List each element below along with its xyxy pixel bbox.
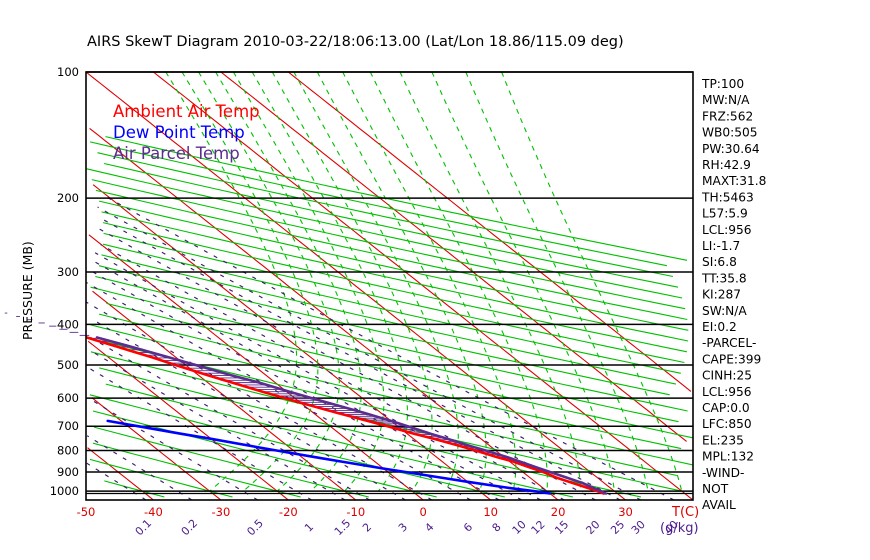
index-item: SI:6.8	[702, 255, 737, 269]
temp-bottom-tick: -30	[211, 505, 230, 519]
index-item: CINH:25	[702, 369, 752, 383]
pressure-tick: 700	[57, 419, 79, 433]
index-item: LI:-1.7	[702, 239, 740, 253]
pressure-tick: 900	[57, 465, 79, 479]
index-item: -WIND-	[702, 466, 744, 480]
temp-bottom-tick: 20	[551, 505, 566, 519]
index-item: NOT	[702, 482, 729, 496]
pressure-tick: 600	[57, 391, 79, 405]
index-item: MPL:132	[702, 450, 754, 464]
index-item: MW:N/A	[702, 93, 750, 107]
index-item: EL:235	[702, 433, 744, 447]
temp-bottom-tick: -10	[346, 505, 365, 519]
index-item: TH:5463	[701, 190, 754, 204]
temp-bottom-tick: -20	[279, 505, 298, 519]
sounding-curve-layer	[85, 336, 608, 495]
pressure-tick: 1000	[50, 484, 79, 498]
index-item: SW:N/A	[702, 304, 747, 318]
pressure-axis-label: PRESSURE (MB)	[20, 241, 35, 340]
index-item: CAP:0.0	[702, 401, 750, 415]
legend-item-2: Air Parcel Temp	[113, 144, 240, 163]
pressure-tick: 800	[57, 444, 79, 458]
pressure-tick: 500	[57, 358, 79, 372]
pressure-tick-labels: 100 200 300 400 500 600 700 800 900 1000	[50, 65, 79, 498]
temp-bottom-tick: -50	[77, 505, 96, 519]
temperature-bottom-tick-labels: -50 -40 -30 -20 -10 0 10 20 30	[77, 505, 633, 519]
pressure-tick: 400	[57, 317, 79, 331]
pressure-tick: 300	[57, 265, 79, 279]
index-item: MAXT:31.8	[702, 174, 766, 188]
legend-item-1: Dew Point Temp	[113, 123, 245, 142]
temp-bottom-tick: 30	[618, 505, 633, 519]
plot-frame	[85, 71, 694, 501]
index-item: FRZ:562	[702, 109, 753, 123]
index-item: LCL:956	[702, 385, 751, 399]
index-item: KI:287	[702, 288, 741, 302]
index-item: RH:42.9	[702, 158, 751, 172]
index-item: PW:30.64	[702, 142, 760, 156]
index-item: AVAIL	[702, 498, 736, 512]
index-item: EI:0.2	[702, 320, 737, 334]
temp-bottom-tick: 10	[483, 505, 498, 519]
index-item: LCL:956	[702, 223, 751, 237]
indices-panel: TP:100 MW:N/A FRZ:562 WB0:505 PW:30.64 RH:42.…	[701, 77, 766, 512]
legend: Ambient Air Temp Dew Point Temp Air Parcel…	[113, 102, 260, 163]
index-item: WB0:505	[702, 126, 758, 140]
page-title: AIRS SkewT Diagram 2010-03-22/18:06:13.0…	[87, 34, 624, 50]
temp-bottom-tick: 0	[420, 505, 427, 519]
index-item: -PARCEL-	[702, 336, 756, 350]
index-item: TP:100	[701, 77, 744, 91]
index-item: CAPE:399	[702, 352, 761, 366]
pressure-tick: 100	[57, 65, 79, 79]
grid-layer	[85, 71, 694, 501]
mixing-ratio-axis-label: (g/kg)	[660, 521, 699, 536]
index-item: L57:5.9	[702, 207, 748, 221]
index-item: TT:35.8	[701, 271, 747, 285]
legend-item-0: Ambient Air Temp	[113, 102, 260, 121]
pressure-tick: 200	[57, 191, 79, 205]
temp-bottom-tick: -40	[144, 505, 163, 519]
index-item: LFC:850	[702, 417, 752, 431]
temperature-axis-label: T(C)	[671, 505, 699, 520]
